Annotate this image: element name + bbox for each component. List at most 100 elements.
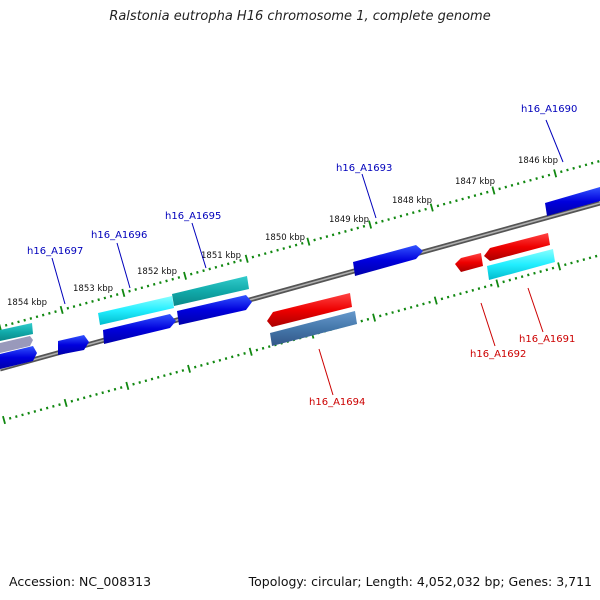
tick-label: 1854 kbp [7, 298, 47, 308]
cds-arrow[interactable] [353, 245, 423, 276]
minor-tick [113, 387, 117, 391]
label-leader-lines [51, 119, 564, 396]
minor-tick [588, 256, 592, 260]
minor-tick [101, 391, 104, 395]
minor-tick [8, 416, 12, 420]
cds-arrow[interactable] [103, 314, 176, 344]
minor-tick [331, 233, 335, 237]
minor-tick [448, 200, 452, 204]
cds-arrow[interactable] [270, 311, 357, 346]
minor-tick [337, 231, 341, 235]
minor-tick [11, 322, 14, 326]
minor-tick [144, 379, 148, 383]
minor-tick [590, 161, 594, 165]
minor-tick [261, 346, 265, 350]
gene-label[interactable]: h16_A1693 [336, 163, 392, 174]
tick-label: 1850 kbp [265, 233, 305, 243]
gene-label[interactable]: h16_A1697 [27, 246, 83, 257]
minor-tick [547, 173, 551, 177]
minor-tick [107, 389, 111, 393]
minor-tick [356, 226, 360, 230]
minor-tick [597, 160, 600, 163]
minor-tick [560, 170, 563, 174]
minor-tick [159, 281, 162, 285]
major-tick [0, 323, 2, 332]
minor-tick [440, 297, 444, 301]
minor-tick [461, 197, 464, 201]
minor-tick [409, 305, 413, 309]
minor-tick [237, 353, 240, 357]
minor-tick [465, 290, 468, 294]
minor-tick [140, 286, 144, 290]
minor-tick [405, 212, 409, 216]
minor-tick [446, 295, 450, 299]
minor-tick [418, 209, 421, 213]
tick-label: 1847 kbp [455, 177, 495, 187]
tick-label: 1848 kbp [392, 196, 432, 206]
major-tick [244, 254, 249, 263]
minor-tick [523, 180, 526, 184]
cds-arrow[interactable] [98, 296, 174, 325]
minor-tick [545, 268, 549, 272]
major-tick [368, 220, 373, 229]
minor-tick [48, 311, 51, 315]
major-tick [495, 279, 500, 288]
minor-tick [514, 276, 518, 280]
minor-tick [76, 398, 80, 401]
minor-tick [202, 269, 205, 273]
minor-tick [89, 394, 92, 398]
minor-tick [171, 277, 174, 281]
minor-tick [218, 358, 222, 362]
minor-tick [374, 221, 378, 225]
gene-label[interactable]: h16_A1690 [521, 104, 577, 115]
minor-tick [313, 238, 316, 242]
minor-tick [399, 214, 403, 218]
major-tick [557, 262, 562, 271]
major-tick [372, 313, 377, 322]
cds-arrow[interactable] [0, 346, 37, 369]
minor-tick [385, 312, 388, 316]
minor-tick [163, 374, 166, 378]
minor-tick [150, 377, 154, 381]
genome-summary-text: Topology: circular; Length: 4,052,032 bp… [248, 574, 592, 589]
cds-arrow[interactable] [455, 253, 483, 272]
tick-label: 1849 kbp [329, 215, 369, 225]
map-title: Ralstonia eutropha H16 chromosome 1, com… [109, 9, 491, 24]
minor-tick [35, 315, 39, 319]
gene-label[interactable]: h16_A1695 [165, 211, 221, 222]
minor-tick [181, 369, 185, 372]
minor-tick [467, 195, 471, 199]
cds-arrow[interactable] [267, 293, 352, 327]
minor-tick [436, 204, 440, 208]
cds-arrow[interactable] [172, 276, 249, 306]
major-tick [2, 415, 6, 425]
minor-tick [115, 293, 119, 296]
cds-arrow[interactable] [0, 336, 33, 353]
gene-label[interactable]: h16_A1694 [309, 397, 365, 408]
cds-arrow[interactable] [484, 233, 550, 261]
minor-tick [243, 352, 246, 355]
minor-tick [267, 345, 271, 349]
minor-tick [4, 323, 8, 327]
minor-tick [54, 310, 57, 314]
cds-arrow[interactable] [545, 187, 600, 216]
gene-label[interactable]: h16_A1692 [470, 349, 526, 360]
minor-tick [498, 187, 501, 191]
minor-tick [455, 199, 458, 203]
minor-tick [594, 254, 598, 258]
minor-tick [415, 304, 419, 308]
cds-arrow[interactable] [177, 295, 252, 325]
gene-label[interactable]: h16_A1691 [519, 334, 575, 345]
cds-arrow[interactable] [0, 323, 33, 341]
minor-tick [504, 185, 508, 189]
minor-tick [378, 314, 382, 318]
minor-tick [233, 260, 236, 264]
minor-tick [226, 262, 230, 266]
minor-tick [477, 287, 481, 291]
cds-arrow[interactable] [58, 335, 89, 355]
minor-tick [21, 413, 24, 417]
gene-label[interactable]: h16_A1696 [91, 230, 147, 241]
cds-arrow[interactable] [487, 249, 555, 280]
minor-tick [551, 266, 555, 270]
tick-label: 1851 kbp [201, 251, 241, 261]
